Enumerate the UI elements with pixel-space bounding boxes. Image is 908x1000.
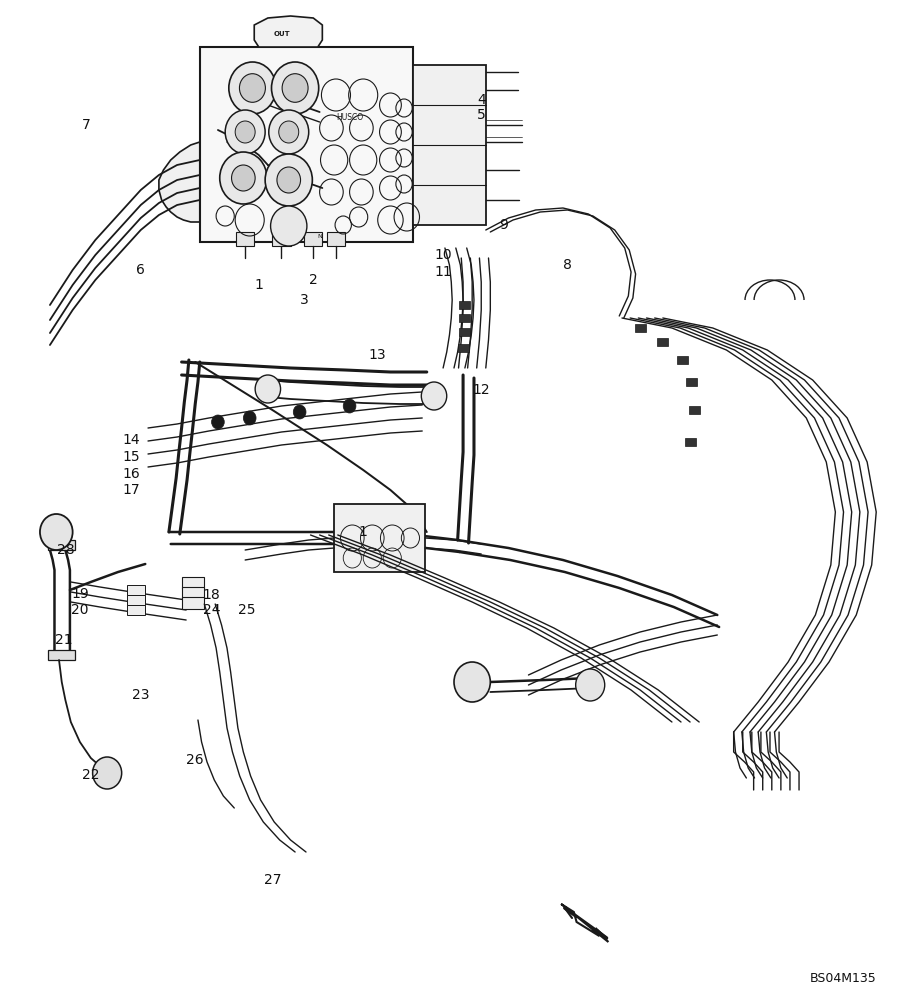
Bar: [304, 232, 322, 246]
Text: 13: 13: [368, 348, 386, 362]
Text: 5: 5: [477, 108, 486, 122]
Bar: [127, 595, 145, 605]
Circle shape: [343, 399, 356, 413]
Circle shape: [40, 514, 73, 550]
Bar: [413, 65, 486, 225]
Text: 26: 26: [186, 753, 204, 767]
Bar: [272, 232, 291, 246]
Bar: [182, 577, 204, 589]
Text: 18: 18: [202, 588, 221, 602]
Text: OUT: OUT: [273, 31, 290, 37]
Circle shape: [235, 121, 255, 143]
Bar: [459, 301, 470, 309]
Text: 28: 28: [56, 543, 74, 557]
Text: 19: 19: [71, 587, 89, 601]
Text: 15: 15: [123, 450, 141, 464]
Circle shape: [225, 110, 265, 154]
Text: 2: 2: [309, 273, 318, 287]
Circle shape: [421, 382, 447, 410]
Text: 24: 24: [202, 603, 221, 617]
Bar: [458, 344, 469, 352]
Circle shape: [240, 74, 265, 102]
Circle shape: [232, 165, 255, 191]
Bar: [677, 356, 688, 364]
Text: 4: 4: [477, 93, 486, 107]
Bar: [127, 585, 145, 595]
Circle shape: [282, 74, 308, 102]
Bar: [657, 338, 668, 346]
Text: 10: 10: [434, 248, 452, 262]
Text: 25: 25: [238, 603, 256, 617]
Text: 12: 12: [472, 383, 490, 397]
Bar: [127, 605, 145, 615]
Polygon shape: [561, 904, 608, 942]
Text: 20: 20: [71, 603, 89, 617]
Bar: [635, 324, 646, 332]
Text: 17: 17: [123, 483, 141, 497]
Circle shape: [454, 662, 490, 702]
Circle shape: [293, 405, 306, 419]
Text: HUSCO: HUSCO: [336, 112, 363, 121]
Circle shape: [220, 152, 267, 204]
Circle shape: [271, 62, 319, 114]
Bar: [459, 328, 470, 336]
Text: 1: 1: [359, 525, 368, 539]
Text: 11: 11: [434, 265, 452, 279]
Bar: [48, 650, 75, 660]
Polygon shape: [159, 142, 200, 222]
Bar: [686, 378, 697, 386]
Bar: [459, 314, 470, 322]
Text: 14: 14: [123, 433, 141, 447]
Bar: [182, 587, 204, 599]
Text: 6: 6: [136, 263, 145, 277]
Bar: [685, 438, 696, 446]
Bar: [689, 406, 700, 414]
Bar: [182, 597, 204, 609]
Text: 3: 3: [300, 293, 309, 307]
Text: 9: 9: [499, 218, 508, 232]
Text: BS04M135: BS04M135: [809, 972, 876, 985]
Circle shape: [229, 62, 276, 114]
Text: 21: 21: [54, 633, 73, 647]
Text: 1: 1: [254, 278, 263, 292]
Text: 27: 27: [263, 873, 281, 887]
Circle shape: [255, 375, 281, 403]
Circle shape: [269, 110, 309, 154]
Bar: [236, 232, 254, 246]
Polygon shape: [254, 16, 322, 47]
Text: N: N: [317, 234, 322, 239]
Circle shape: [93, 757, 122, 789]
Circle shape: [576, 669, 605, 701]
Circle shape: [265, 154, 312, 206]
Bar: [200, 47, 413, 242]
Text: 16: 16: [123, 467, 141, 481]
Text: AUX: AUX: [252, 98, 265, 103]
Circle shape: [279, 121, 299, 143]
Text: 8: 8: [563, 258, 572, 272]
Text: 22: 22: [82, 768, 100, 782]
Circle shape: [271, 206, 307, 246]
Bar: [334, 504, 425, 572]
Circle shape: [277, 167, 301, 193]
Bar: [327, 232, 345, 246]
Circle shape: [212, 415, 224, 429]
Circle shape: [243, 411, 256, 425]
Text: 23: 23: [132, 688, 150, 702]
Bar: [48, 540, 75, 550]
Text: 7: 7: [82, 118, 91, 132]
